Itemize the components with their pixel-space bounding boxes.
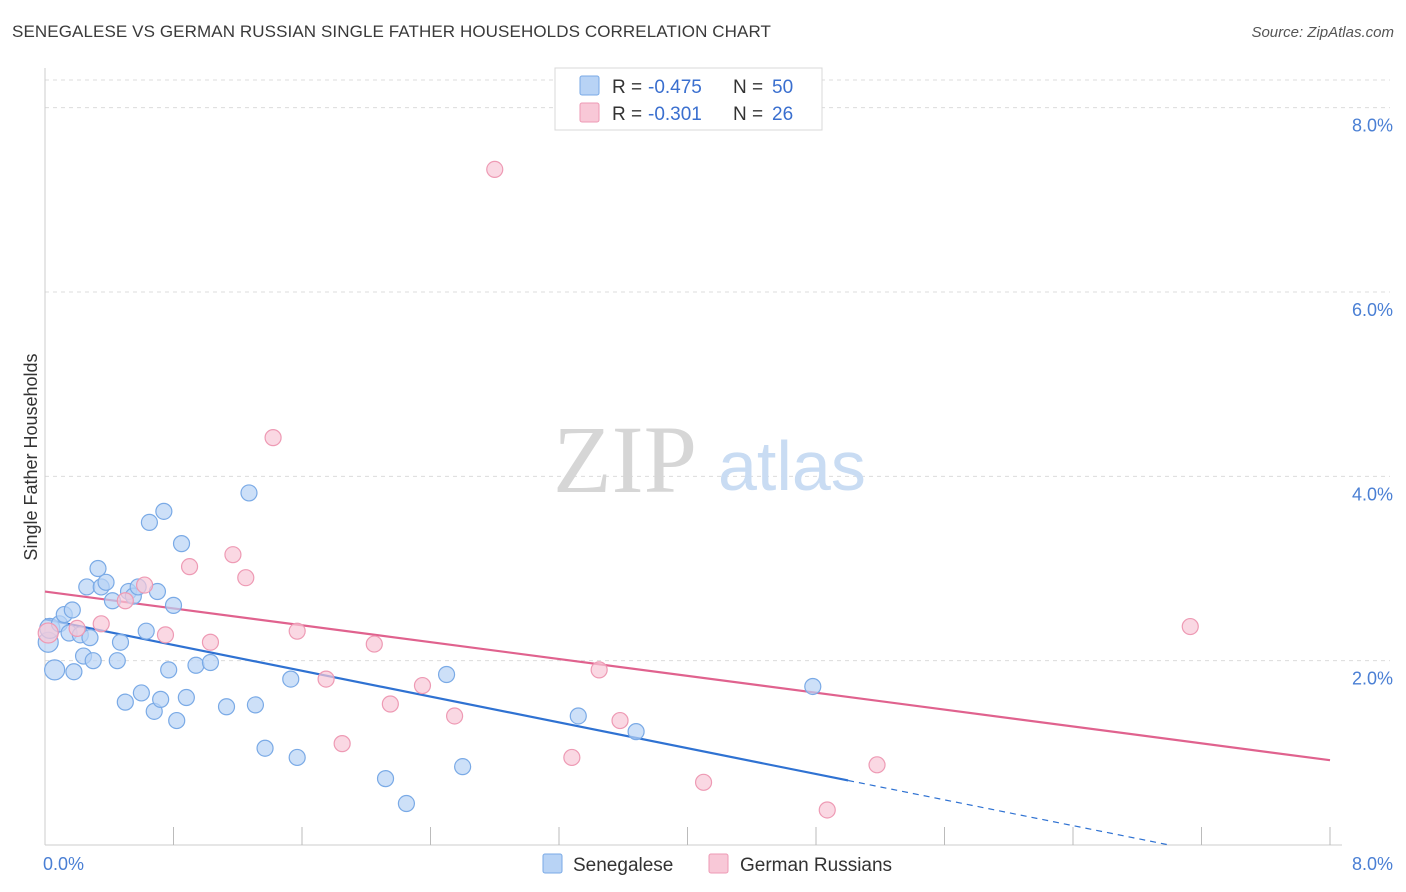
point-german-russians-11 [288,622,306,640]
legend-n-label-senegalese: N = [733,77,763,98]
point-senegalese-41 [288,748,306,767]
point-senegalese-19 [116,693,134,711]
point-senegalese-34 [187,656,205,674]
point-senegalese-30 [160,661,178,679]
point-senegalese-2 [44,659,66,681]
point-german-russians-21 [611,711,629,730]
point-senegalese-46 [569,707,587,725]
point-senegalese-43 [397,794,416,813]
point-german-russians-7 [201,633,220,651]
point-senegalese-29 [155,502,173,520]
point-german-russians-9 [237,569,255,587]
point-german-russians-4 [135,576,154,594]
point-senegalese-40 [282,670,300,688]
legend-r-value-german-russians: -0.301 [648,104,702,125]
point-german-russians-15 [381,695,399,713]
point-german-russians-3 [116,592,134,610]
trend-line-senegalese [44,618,849,782]
point-german-russians-0 [37,622,59,644]
point-senegalese-36 [217,698,236,716]
point-senegalese-49 [177,688,195,707]
axes [44,68,1342,846]
y-tick-label-3: 8.0% [1352,116,1393,136]
point-senegalese-24 [137,622,155,640]
trend-line-senegalese-extension [848,779,1170,846]
bottom-legend-label-german-russians: German Russians [740,855,892,876]
point-senegalese-35 [201,653,220,672]
chart-title: SENEGALESE VS GERMAN RUSSIAN SINGLE FATH… [12,22,772,41]
point-german-russians-25 [1181,617,1199,636]
point-senegalese-15 [97,573,115,591]
point-senegalese-44 [437,665,456,684]
bottom-legend-swatch-german-russians [708,853,729,874]
point-senegalese-6 [63,601,81,619]
legend-n-value-senegalese: 50 [772,77,793,98]
point-senegalese-39 [256,739,274,757]
y-axis-label: Single Father Households [21,353,41,560]
point-german-russians-12 [317,670,335,688]
point-senegalese-13 [89,559,107,578]
bottom-legend-label-senegalese: Senegalese [573,855,673,876]
legend: R = -0.475 N = 50 R = -0.301 N = 26 [554,67,823,131]
legend-r-label-senegalese: R = [612,77,642,98]
source-label: Source: ZipAtlas.com [1251,24,1394,41]
y-tick-label-0: 2.0% [1352,669,1393,689]
watermark: ZIP atlas [553,406,866,513]
point-senegalese-18 [111,633,130,651]
y-tick-label-2: 6.0% [1352,300,1393,320]
point-german-russians-16 [413,676,432,695]
point-senegalese-12 [84,652,102,670]
point-german-russians-10 [264,429,282,447]
point-senegalese-23 [132,684,150,702]
point-german-russians-8 [224,546,242,564]
point-senegalese-28 [152,690,170,708]
point-senegalese-38 [246,696,265,714]
legend-swatch-senegalese [579,75,600,96]
trend-lines [44,590,1331,846]
point-senegalese-11 [81,629,99,647]
point-german-russians-14 [365,635,383,653]
legend-n-label-german-russians: N = [733,104,763,125]
point-german-russians-17 [445,707,464,725]
bottom-legend: Senegalese German Russians [542,853,892,876]
legend-r-label-german-russians: R = [612,104,642,125]
data-points [37,160,1199,819]
legend-r-value-senegalese: -0.475 [648,77,702,98]
legend-n-value-german-russians: 26 [772,104,793,125]
watermark-zip: ZIP [553,406,697,513]
point-senegalese-10 [78,578,96,596]
point-senegalese-42 [376,770,395,788]
point-senegalese-31 [164,596,183,614]
point-german-russians-6 [180,558,199,576]
point-senegalese-45 [454,758,472,776]
point-german-russians-23 [818,801,836,819]
point-senegalese-47 [627,723,645,741]
point-senegalese-32 [168,711,186,730]
bottom-legend-swatch-senegalese [542,853,563,874]
point-senegalese-7 [65,663,83,681]
point-german-russians-18 [486,160,504,179]
point-german-russians-1 [68,619,86,638]
point-senegalese-25 [140,513,159,532]
point-senegalese-48 [804,677,822,696]
y-tick-label-1: 4.0% [1352,484,1393,504]
point-senegalese-37 [240,484,258,502]
point-german-russians-5 [156,626,175,644]
x-tick-label-0: 0.0% [43,854,84,874]
point-senegalese-17 [108,652,126,670]
legend-swatch-german-russians [579,102,600,123]
point-german-russians-13 [333,735,351,753]
point-german-russians-2 [92,615,110,633]
point-german-russians-20 [590,661,608,679]
point-senegalese-33 [172,535,191,553]
watermark-atlas: atlas [718,427,866,505]
x-tick-label-1: 8.0% [1352,854,1393,874]
point-german-russians-22 [694,773,713,791]
trend-line-german-russians [44,590,1331,762]
point-german-russians-19 [563,748,581,767]
tick-labels: 2.0% 4.0% 6.0% 8.0% 0.0% 8.0% [43,116,1393,874]
point-german-russians-24 [868,756,886,774]
